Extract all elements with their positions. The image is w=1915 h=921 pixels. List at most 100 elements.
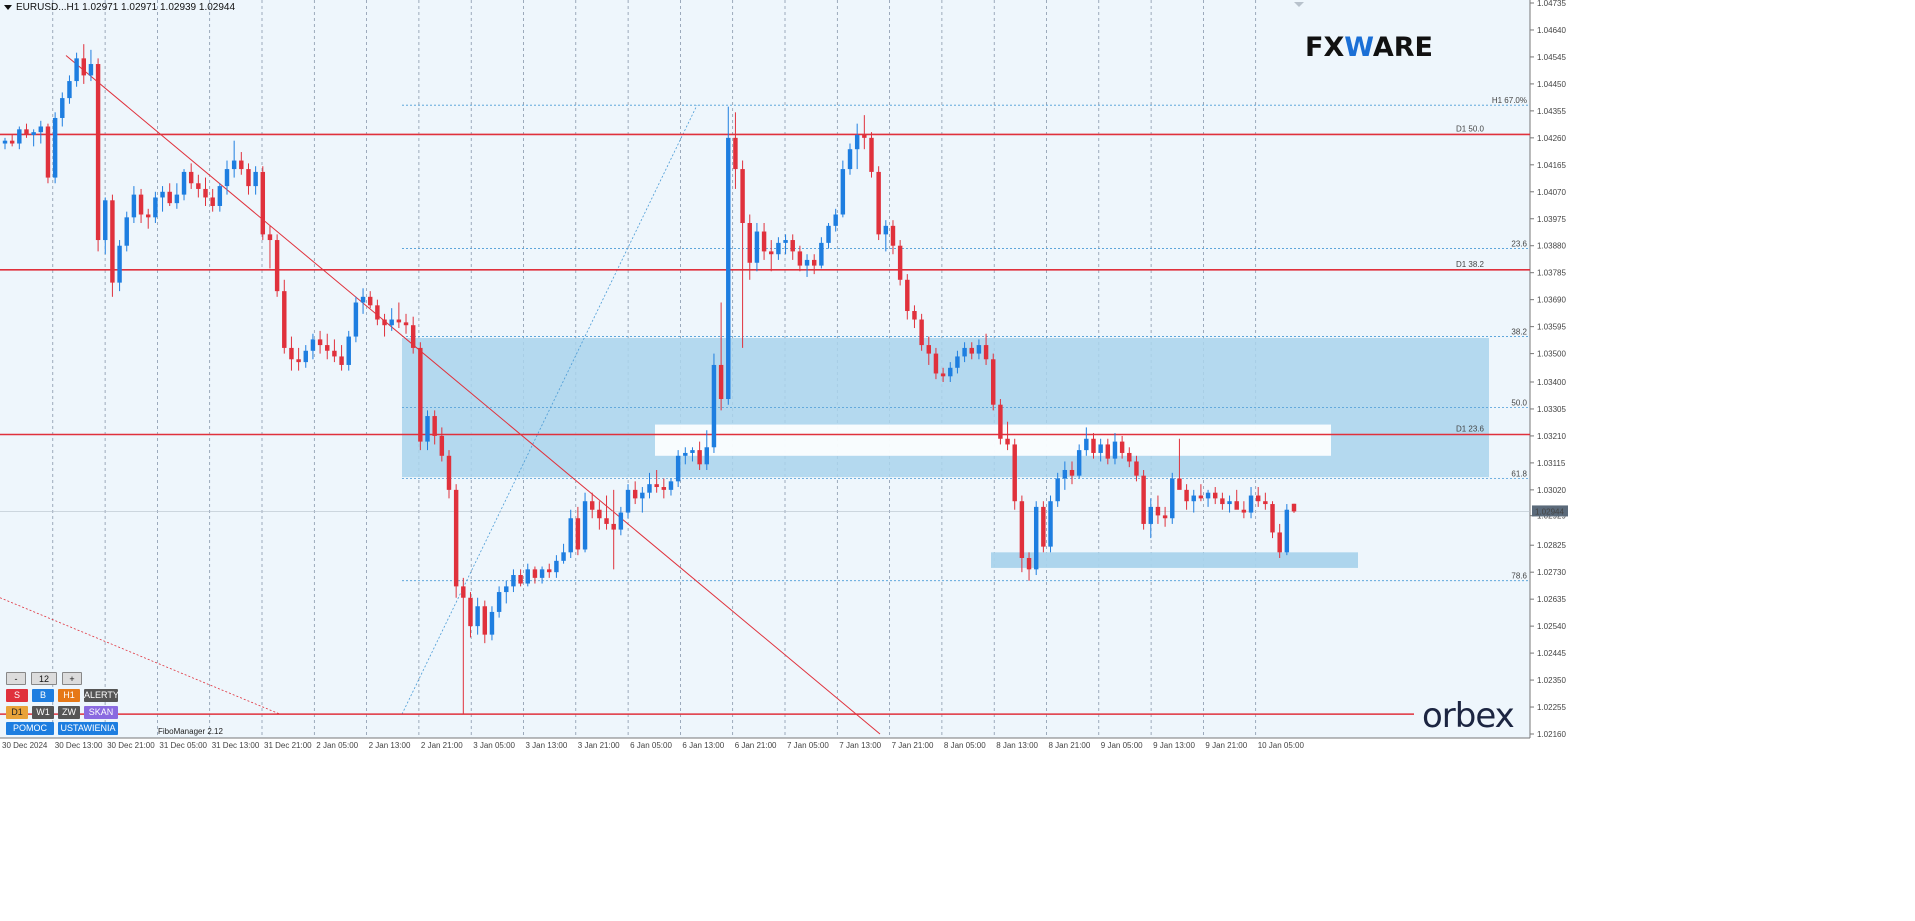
candle[interactable] bbox=[167, 191, 172, 204]
candle[interactable] bbox=[554, 560, 559, 573]
candle[interactable] bbox=[790, 240, 795, 252]
candle[interactable] bbox=[647, 484, 652, 493]
h1-timeframe-button[interactable]: H1 bbox=[58, 689, 80, 702]
candle[interactable] bbox=[81, 58, 86, 76]
candle[interactable] bbox=[661, 487, 667, 490]
candle[interactable] bbox=[854, 135, 860, 150]
candle[interactable] bbox=[604, 518, 609, 524]
candle[interactable] bbox=[704, 447, 710, 465]
candle[interactable] bbox=[883, 225, 889, 235]
candle[interactable] bbox=[95, 64, 101, 241]
candle[interactable] bbox=[625, 489, 631, 513]
candle[interactable] bbox=[1062, 469, 1068, 479]
candle[interactable] bbox=[726, 137, 731, 400]
candle[interactable] bbox=[375, 305, 380, 320]
candle[interactable] bbox=[174, 194, 180, 204]
zw-button[interactable]: ZW bbox=[58, 706, 80, 719]
candle[interactable] bbox=[532, 569, 538, 578]
candle[interactable] bbox=[382, 319, 387, 326]
candle[interactable] bbox=[360, 296, 366, 303]
candle[interactable] bbox=[919, 319, 924, 346]
candle[interactable] bbox=[776, 242, 781, 255]
candle[interactable] bbox=[690, 450, 695, 453]
candle[interactable] bbox=[1198, 495, 1204, 499]
sell-button[interactable]: S bbox=[6, 689, 28, 702]
candle[interactable] bbox=[1284, 509, 1290, 553]
candle[interactable] bbox=[45, 126, 51, 178]
candle[interactable] bbox=[962, 347, 967, 357]
candle[interactable] bbox=[761, 231, 767, 252]
candle[interactable] bbox=[31, 132, 36, 136]
candle[interactable] bbox=[475, 606, 480, 627]
candle[interactable] bbox=[1019, 501, 1025, 558]
candle[interactable] bbox=[239, 160, 244, 170]
count-field[interactable]: 12 bbox=[31, 672, 57, 685]
candle[interactable] bbox=[246, 169, 251, 187]
trendline-dotted[interactable] bbox=[0, 597, 281, 715]
candle[interactable] bbox=[1069, 469, 1075, 476]
candle[interactable] bbox=[675, 455, 681, 482]
candle[interactable] bbox=[582, 501, 588, 550]
candle[interactable] bbox=[1098, 444, 1103, 453]
candle[interactable] bbox=[518, 575, 523, 584]
candle[interactable] bbox=[976, 345, 982, 354]
candle[interactable] bbox=[260, 171, 266, 235]
alerts-button[interactable]: ALERTY bbox=[84, 689, 119, 702]
d1-timeframe-button[interactable]: D1 bbox=[6, 706, 28, 719]
candle[interactable] bbox=[17, 129, 22, 144]
candle[interactable] bbox=[804, 259, 810, 266]
candle[interactable] bbox=[611, 523, 616, 530]
candle[interactable] bbox=[217, 186, 223, 206]
candle[interactable] bbox=[2, 140, 8, 144]
candle[interactable] bbox=[711, 364, 717, 448]
candle[interactable] bbox=[1234, 501, 1239, 510]
candle[interactable] bbox=[969, 347, 974, 354]
candle[interactable] bbox=[1162, 515, 1168, 519]
candle[interactable] bbox=[998, 404, 1003, 439]
candle[interactable] bbox=[840, 169, 846, 215]
candle[interactable] bbox=[1191, 495, 1196, 502]
candle[interactable] bbox=[568, 518, 573, 553]
help-button[interactable]: POMOC bbox=[6, 722, 54, 735]
candle[interactable] bbox=[869, 137, 874, 172]
candle[interactable] bbox=[926, 345, 932, 354]
candle[interactable] bbox=[1248, 495, 1254, 513]
candle[interactable] bbox=[890, 225, 896, 246]
candle[interactable] bbox=[1227, 501, 1232, 505]
candle[interactable] bbox=[253, 171, 258, 187]
candle[interactable] bbox=[131, 194, 137, 218]
candle[interactable] bbox=[317, 339, 323, 346]
candle[interactable] bbox=[1220, 498, 1225, 505]
candle[interactable] bbox=[525, 569, 530, 584]
candle[interactable] bbox=[224, 169, 230, 187]
candle[interactable] bbox=[511, 575, 516, 587]
candle[interactable] bbox=[1119, 441, 1125, 453]
candle[interactable] bbox=[52, 117, 58, 178]
candle[interactable] bbox=[389, 319, 394, 326]
candle[interactable] bbox=[1127, 452, 1132, 462]
candle[interactable] bbox=[1241, 509, 1247, 513]
candle[interactable] bbox=[640, 492, 645, 499]
candle[interactable] bbox=[1105, 444, 1111, 459]
candle[interactable] bbox=[410, 325, 416, 348]
candle[interactable] bbox=[296, 359, 301, 363]
candle[interactable] bbox=[367, 296, 373, 306]
candle[interactable] bbox=[188, 171, 194, 184]
collapse-triangle-icon[interactable] bbox=[4, 4, 12, 10]
candle[interactable] bbox=[461, 586, 466, 598]
candle[interactable] bbox=[103, 200, 108, 241]
candle[interactable] bbox=[146, 214, 151, 218]
candle[interactable] bbox=[575, 518, 581, 550]
candle[interactable] bbox=[60, 98, 65, 118]
candle[interactable] bbox=[1148, 506, 1153, 524]
candle[interactable] bbox=[1291, 503, 1297, 512]
candle[interactable] bbox=[1091, 438, 1096, 453]
candle[interactable] bbox=[1076, 450, 1082, 476]
candle[interactable] bbox=[339, 356, 344, 365]
candle[interactable] bbox=[983, 345, 989, 360]
candle[interactable] bbox=[110, 200, 115, 283]
candle[interactable] bbox=[496, 592, 502, 612]
candle[interactable] bbox=[74, 58, 79, 82]
scroll-indicator-icon[interactable] bbox=[1294, 2, 1304, 7]
candle[interactable] bbox=[425, 416, 430, 442]
